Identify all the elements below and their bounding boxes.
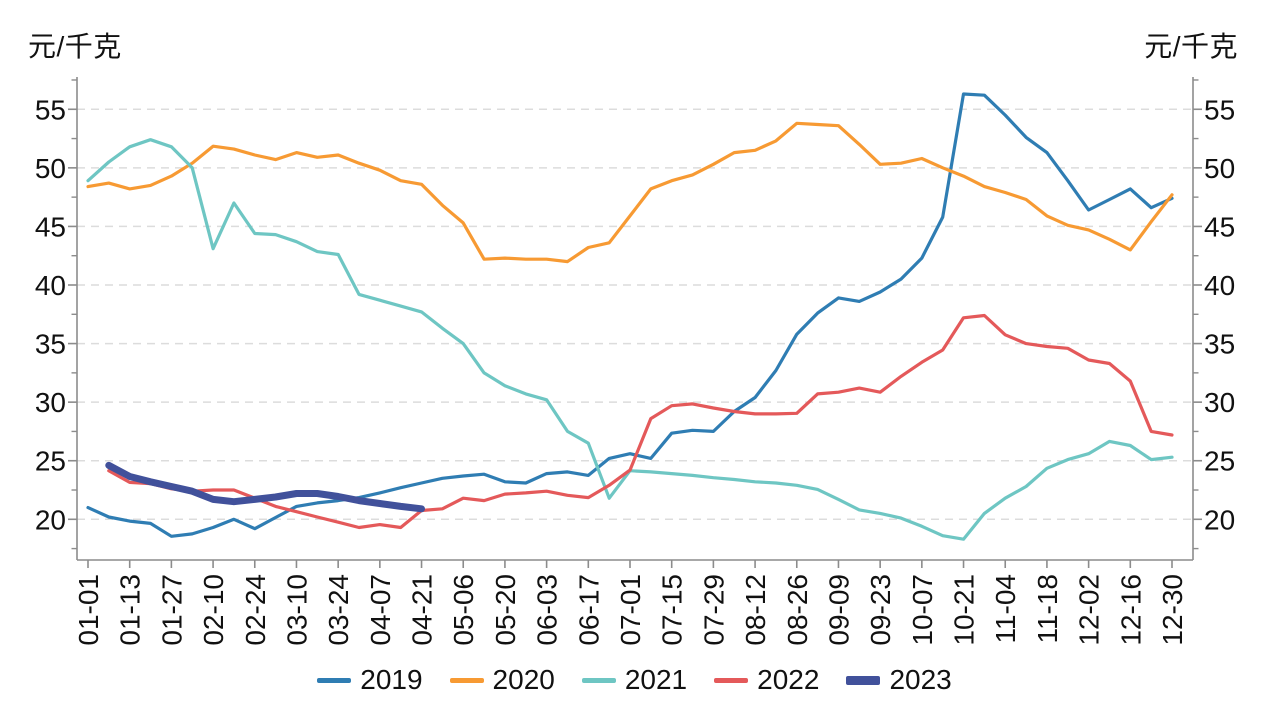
x-tick-label: 08-12 — [740, 574, 771, 646]
y-tick-label-left: 20 — [35, 504, 66, 535]
x-tick-label: 03-24 — [323, 574, 354, 646]
legend-swatch-2019 — [317, 677, 352, 683]
x-tick-label: 02-10 — [198, 574, 229, 646]
x-tick-label: 01-13 — [115, 574, 146, 646]
legend-swatch-2023 — [846, 675, 881, 685]
x-tick-label: 12-02 — [1074, 574, 1105, 646]
x-tick-label: 11-18 — [1032, 574, 1063, 644]
x-tick-label: 02-24 — [240, 574, 271, 646]
legend-swatch-2020 — [449, 677, 484, 683]
y-tick-label-right: 40 — [1204, 270, 1235, 301]
y-tick-label-left: 35 — [35, 329, 66, 360]
series-line-2019 — [86, 92, 1174, 538]
legend-item-2022: 2022 — [714, 664, 819, 696]
y-tick-label-left: 30 — [35, 387, 66, 418]
legend-swatch-2021 — [581, 677, 616, 683]
legend-label-2019: 2019 — [360, 664, 423, 695]
y-tick-label-left: 25 — [35, 446, 66, 477]
x-tick-label: 05-06 — [448, 574, 479, 646]
y-tick-label-right: 50 — [1204, 153, 1235, 184]
y-tick-label-left: 50 — [35, 153, 66, 184]
x-tick-label: 03-10 — [281, 574, 312, 646]
x-tick-label: 09-23 — [865, 574, 896, 646]
x-tick-label: 04-21 — [407, 574, 438, 646]
series-line-2023 — [105, 461, 425, 513]
x-tick-label: 10-07 — [907, 574, 938, 646]
legend: 2019 2020 2021 2022 2023 — [0, 664, 1269, 696]
x-tick-label: 11-04 — [990, 574, 1021, 644]
y-tick-label-right: 25 — [1204, 446, 1235, 477]
y-tick-label-right: 35 — [1204, 329, 1235, 360]
series-line-2021 — [86, 138, 1174, 541]
y-tick-label-right: 20 — [1204, 504, 1235, 535]
legend-item-2020: 2020 — [449, 664, 555, 696]
y-tick-label-right: 45 — [1204, 211, 1235, 242]
x-tick-label: 01-01 — [73, 574, 104, 646]
x-tick-label: 05-20 — [490, 574, 521, 646]
x-tick-label: 06-03 — [532, 574, 563, 646]
y-axis-unit-left: 元/千克 — [28, 31, 122, 62]
legend-item-2019: 2019 — [317, 664, 423, 696]
x-tick-label: 01-27 — [156, 574, 187, 646]
series-line-2022 — [107, 313, 1174, 530]
x-tick-label: 06-17 — [573, 574, 604, 646]
legend-item-2023: 2023 — [846, 664, 952, 696]
x-tick-label: 10-21 — [949, 574, 980, 646]
legend-item-2021: 2021 — [581, 664, 688, 696]
series-line-2020 — [86, 121, 1174, 264]
legend-swatch-2022 — [714, 677, 749, 683]
y-tick-label-right: 30 — [1204, 387, 1235, 418]
x-tick-label: 09-09 — [823, 574, 854, 646]
y-tick-label-left: 45 — [35, 211, 66, 242]
x-tick-label: 04-07 — [365, 574, 396, 646]
y-tick-label-left: 40 — [35, 270, 66, 301]
x-tick-label: 07-29 — [698, 574, 729, 646]
x-tick-label: 12-16 — [1115, 574, 1146, 646]
legend-label-2023: 2023 — [889, 664, 952, 695]
y-tick-label-right: 55 — [1204, 94, 1235, 125]
y-tick-label-left: 55 — [35, 94, 66, 125]
x-tick-label: 07-15 — [657, 574, 688, 646]
x-tick-label: 08-26 — [782, 574, 813, 646]
x-tick-label: 07-01 — [615, 574, 646, 646]
legend-label-2020: 2020 — [492, 664, 555, 695]
legend-label-2022: 2022 — [757, 664, 820, 695]
legend-label-2021: 2021 — [624, 664, 688, 695]
x-tick-label: 12-30 — [1157, 574, 1188, 646]
y-axis-unit-right: 元/千克 — [1144, 31, 1238, 62]
